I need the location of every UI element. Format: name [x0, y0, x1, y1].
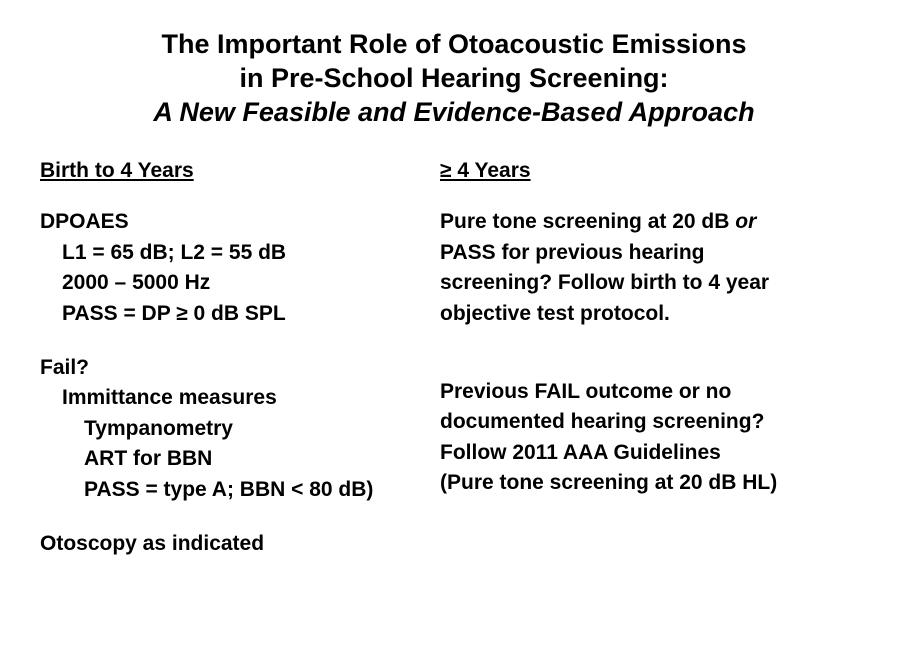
fail-immittance: Immittance measures	[40, 383, 420, 413]
title-subtitle: A New Feasible and Evidence-Based Approa…	[40, 96, 868, 130]
right-b1-l1a: Pure tone screening at 20 dB	[440, 210, 735, 233]
content-columns: Birth to 4 Years DPOAES L1 = 65 dB; L2 =…	[40, 159, 868, 559]
right-b2-l3: Follow 2011 AAA Guidelines	[440, 438, 868, 468]
right-b1-l4: objective test protocol.	[440, 299, 868, 329]
right-b1-l1b: or	[735, 210, 756, 233]
fail-tymp: Tympanometry	[40, 414, 420, 444]
right-block-1: Pure tone screening at 20 dB or PASS for…	[440, 207, 868, 329]
right-b1-l1: Pure tone screening at 20 dB or	[440, 207, 868, 237]
spacer	[440, 353, 868, 377]
dpoaes-title: DPOAES	[40, 207, 420, 237]
dpoaes-block: DPOAES L1 = 65 dB; L2 = 55 dB 2000 – 500…	[40, 207, 420, 329]
column-left: Birth to 4 Years DPOAES L1 = 65 dB; L2 =…	[40, 159, 440, 559]
right-heading: ≥ 4 Years	[440, 159, 868, 183]
otoscopy-line: Otoscopy as indicated	[40, 529, 420, 559]
document-page: The Important Role of Otoacoustic Emissi…	[0, 0, 908, 600]
fail-art: ART for BBN	[40, 444, 420, 474]
right-b1-l3: screening? Follow birth to 4 year	[440, 268, 868, 298]
title-line-1: The Important Role of Otoacoustic Emissi…	[40, 28, 868, 62]
right-b1-l2: PASS for previous hearing	[440, 238, 868, 268]
left-heading: Birth to 4 Years	[40, 159, 420, 183]
fail-title: Fail?	[40, 353, 420, 383]
dpoaes-pass: PASS = DP ≥ 0 dB SPL	[40, 299, 420, 329]
fail-pass: PASS = type A; BBN < 80 dB)	[40, 475, 420, 505]
title-line-2: in Pre-School Hearing Screening:	[40, 62, 868, 96]
right-b2-l2: documented hearing screening?	[440, 407, 868, 437]
right-b2-l1: Previous FAIL outcome or no	[440, 377, 868, 407]
right-block-2: Previous FAIL outcome or no documented h…	[440, 377, 868, 499]
fail-block: Fail? Immittance measures Tympanometry A…	[40, 353, 420, 505]
column-right: ≥ 4 Years Pure tone screening at 20 dB o…	[440, 159, 868, 559]
dpoaes-l1l2: L1 = 65 dB; L2 = 55 dB	[40, 238, 420, 268]
right-b2-l4: (Pure tone screening at 20 dB HL)	[440, 468, 868, 498]
title-block: The Important Role of Otoacoustic Emissi…	[40, 28, 868, 129]
dpoaes-freq: 2000 – 5000 Hz	[40, 268, 420, 298]
